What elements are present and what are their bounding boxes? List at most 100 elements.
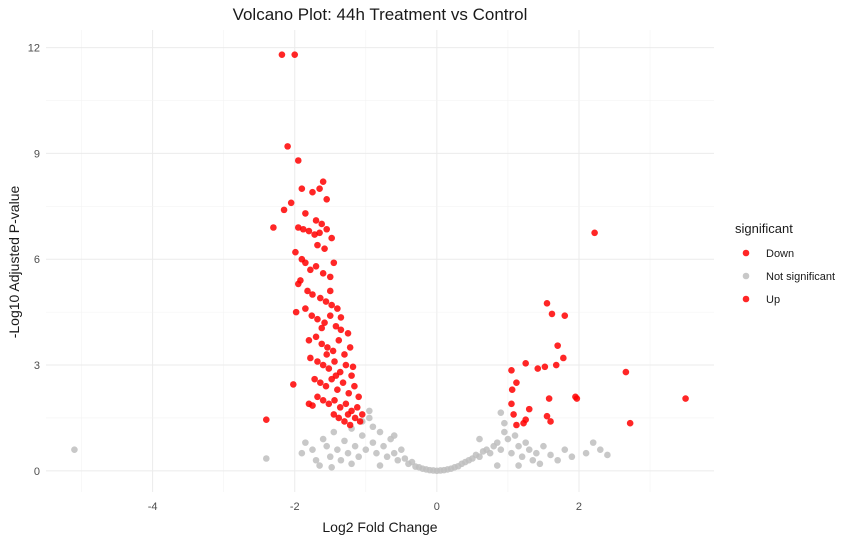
- data-point: [573, 395, 581, 402]
- data-point: [309, 291, 316, 298]
- data-point: [319, 397, 327, 404]
- data-point: [294, 280, 302, 288]
- data-point: [298, 449, 306, 457]
- data-point: [341, 418, 348, 425]
- data-point: [682, 395, 689, 402]
- data-point: [337, 456, 345, 464]
- data-point: [522, 439, 529, 446]
- data-point: [317, 294, 324, 302]
- data-point: [351, 442, 359, 450]
- data-point: [294, 157, 302, 164]
- data-point: [626, 419, 634, 427]
- data-point: [604, 451, 611, 459]
- data-point: [312, 262, 320, 270]
- data-point: [344, 329, 352, 337]
- data-point: [312, 217, 320, 224]
- data-point: [336, 404, 344, 411]
- data-point: [358, 432, 366, 439]
- data-point: [591, 229, 598, 237]
- data-point: [329, 347, 337, 355]
- data-point: [337, 314, 345, 321]
- data-point: [353, 404, 361, 411]
- data-point: [380, 442, 387, 450]
- data-point: [341, 351, 348, 358]
- data-point: [332, 372, 340, 379]
- data-point: [543, 412, 551, 420]
- data-point: [545, 395, 553, 402]
- data-point: [493, 462, 501, 469]
- data-point: [325, 365, 333, 372]
- data-point: [520, 419, 527, 427]
- data-point: [326, 273, 334, 281]
- data-point: [518, 453, 526, 461]
- data-point: [262, 455, 270, 462]
- data-point: [317, 379, 324, 386]
- data-point: [316, 185, 323, 193]
- data-point: [322, 298, 330, 305]
- data-point: [316, 229, 323, 237]
- data-point: [311, 231, 318, 238]
- x-axis-title: Log2 Fold Change: [322, 519, 437, 535]
- data-point: [369, 423, 377, 431]
- legend-label: Down: [766, 248, 794, 260]
- data-point: [497, 446, 505, 453]
- data-point: [348, 372, 355, 379]
- data-point: [543, 300, 551, 307]
- data-point: [302, 439, 309, 446]
- data-point: [319, 270, 327, 277]
- data-point: [356, 418, 364, 425]
- data-point: [280, 206, 288, 214]
- data-point: [318, 340, 326, 348]
- data-point: [326, 312, 334, 319]
- data-point: [316, 462, 323, 469]
- data-point: [323, 195, 331, 203]
- data-point: [335, 337, 343, 344]
- data-point: [309, 402, 316, 409]
- data-point: [319, 361, 327, 369]
- data-point: [383, 453, 391, 461]
- data-point: [270, 224, 277, 231]
- data-point: [554, 342, 561, 349]
- data-point: [292, 248, 299, 256]
- data-point: [334, 446, 341, 453]
- data-point: [314, 315, 321, 323]
- data-point: [298, 185, 306, 193]
- x-tick-label: -4: [148, 501, 158, 513]
- data-point: [314, 358, 321, 365]
- data-point: [328, 301, 335, 309]
- data-point: [511, 432, 519, 439]
- data-point: [307, 266, 314, 274]
- data-point: [314, 241, 321, 249]
- data-point: [291, 51, 299, 58]
- data-point: [322, 382, 330, 390]
- data-point: [373, 449, 380, 457]
- legend-key: [742, 249, 750, 257]
- data-point: [508, 449, 515, 457]
- data-point: [401, 455, 409, 462]
- data-point: [292, 308, 300, 316]
- data-point: [476, 435, 483, 443]
- data-point: [547, 418, 554, 425]
- legend-label: Up: [766, 294, 780, 306]
- data-point: [358, 411, 366, 418]
- data-point: [325, 400, 333, 408]
- data-point: [486, 449, 494, 457]
- data-point: [348, 460, 355, 468]
- data-point: [302, 259, 309, 267]
- data-point: [314, 393, 321, 401]
- legend-label: Not significant: [766, 271, 835, 283]
- x-tick-label: -2: [290, 501, 300, 513]
- data-point: [262, 416, 270, 424]
- data-point: [515, 442, 522, 450]
- data-point: [334, 386, 341, 394]
- data-point: [328, 464, 335, 471]
- data-points: [71, 51, 689, 475]
- data-point: [568, 453, 576, 461]
- data-point: [330, 259, 338, 267]
- y-axis-title: -Log10 Adjusted P-value: [6, 186, 22, 339]
- data-point: [561, 446, 569, 453]
- data-point: [321, 319, 328, 327]
- data-point: [311, 375, 318, 383]
- data-point: [560, 354, 567, 362]
- data-point: [398, 446, 405, 453]
